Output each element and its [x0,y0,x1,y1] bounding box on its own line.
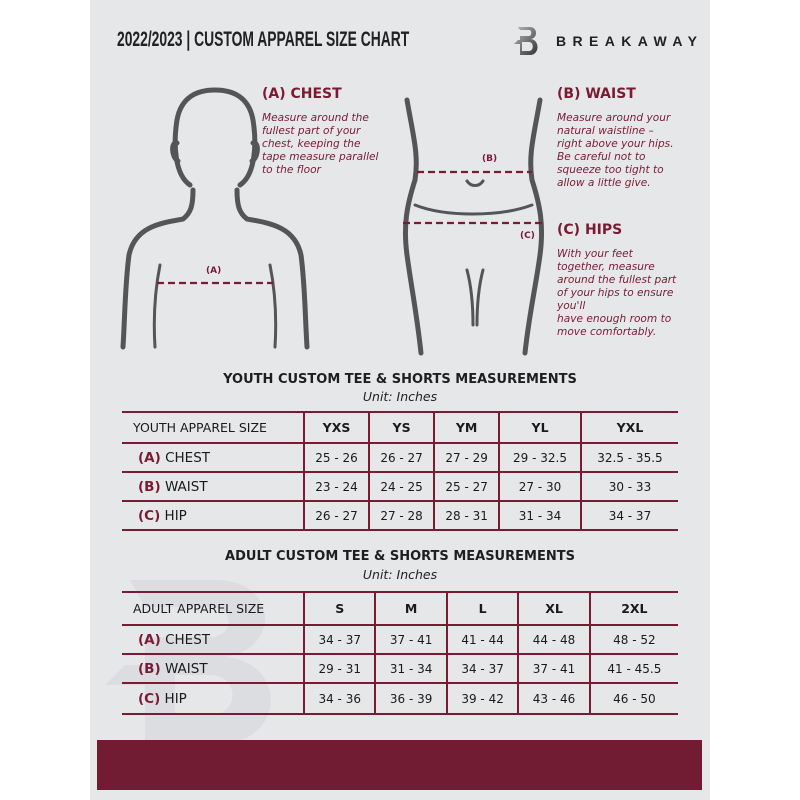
row-code: (A) [138,449,161,466]
waist-hips-figure-illustration [402,97,545,356]
size-header: M [374,591,447,626]
table-cell: 34 - 37 [302,624,376,655]
row-label: (C) HIP [122,500,304,531]
table-cell: 28 - 31 [433,500,500,531]
hips-heading: (C) HIPS [557,222,623,238]
row-label: (A) CHEST [122,442,304,473]
table-cell: 27 - 28 [368,500,435,531]
table-cell: 36 - 39 [374,682,447,715]
table-cell: 48 - 52 [588,624,678,655]
size-label: ADULT APPAREL SIZE [122,591,304,626]
row-code: (B) [138,660,161,677]
table-cell: 27 - 29 [433,442,500,473]
table-row: (A) CHEST 25 - 26 26 - 27 27 - 29 29 - 3… [122,442,678,473]
table-row: (C) HIP 26 - 27 27 - 28 28 - 31 31 - 34 … [122,500,678,531]
table-cell: 23 - 24 [302,471,370,502]
table-cell: 37 - 41 [374,624,447,655]
table-cell: 29 - 31 [302,653,376,684]
row-label: (B) WAIST [122,471,304,502]
adult-unit: Unit: Inches [362,567,438,582]
table-cell: 25 - 27 [433,471,500,502]
row-name: WAIST [164,660,208,677]
waist-marker-label: (B) [482,154,498,164]
table-cell: 26 - 27 [302,500,370,531]
adult-table-title: ADULT CUSTOM TEE & SHORTS MEASUREMENTS [225,549,575,564]
table-cell: 25 - 26 [302,442,370,473]
table-cell: 41 - 45.5 [588,653,678,684]
table-cell: 41 - 44 [445,624,519,655]
row-code: (B) [138,478,161,495]
row-code: (A) [138,631,161,648]
chest-marker-label: (A) [206,266,222,276]
table-cell: 34 - 37 [445,653,519,684]
table-cell: 39 - 42 [445,682,519,715]
size-header: S [302,591,376,626]
table-cell: 32.5 - 35.5 [579,442,678,473]
page-title: 2022/2023 | CUSTOM APPAREL SIZE CHART [117,28,410,51]
row-label: (A) CHEST [122,624,304,655]
youth-size-table: YOUTH APPAREL SIZE YXS YS YM YL YXL (A) … [122,411,678,531]
table-row: (B) WAIST 23 - 24 24 - 25 25 - 27 27 - 3… [122,471,678,502]
size-header: YXS [302,411,370,444]
table-cell: 26 - 27 [368,442,435,473]
row-name: CHEST [165,631,211,648]
table-cell: 29 - 32.5 [498,442,581,473]
size-header: L [445,591,519,626]
table-cell: 44 - 48 [517,624,590,655]
table-cell: 34 - 36 [302,682,376,715]
size-header: YM [433,411,500,444]
size-label: YOUTH APPAREL SIZE [122,411,304,444]
row-label: (C) HIP [122,682,304,715]
hips-marker-label: (C) [520,231,535,241]
adult-size-table: ADULT APPAREL SIZE S M L XL 2XL (A) CHES… [122,591,678,715]
size-header: 2XL [588,591,678,626]
table-cell: 37 - 41 [517,653,590,684]
size-header: YS [368,411,435,444]
size-header: YL [498,411,581,444]
size-header: XL [517,591,590,626]
chest-figure-illustration [120,87,310,350]
table-cell: 34 - 37 [579,500,678,531]
waist-description: Measure around your natural waistline – … [557,112,674,189]
size-header: YXL [579,411,678,444]
table-header-row: YOUTH APPAREL SIZE YXS YS YM YL YXL [122,411,678,444]
table-cell: 27 - 30 [498,471,581,502]
table-row: (B) WAIST 29 - 31 31 - 34 34 - 37 37 - 4… [122,653,678,684]
row-name: HIP [164,690,187,707]
waist-heading: (B) WAIST [557,86,636,102]
row-name: CHEST [165,449,211,466]
table-row: (C) HIP 34 - 36 36 - 39 39 - 42 43 - 46 … [122,682,678,715]
table-cell: 43 - 46 [517,682,590,715]
table-row: (A) CHEST 34 - 37 37 - 41 41 - 44 44 - 4… [122,624,678,655]
breakaway-logo-icon [514,27,538,55]
hips-description: With your feet together, measure around … [557,248,677,338]
table-cell: 46 - 50 [588,682,678,715]
row-name: HIP [164,507,187,524]
brand-name: BREAKAWAY [556,33,704,49]
chest-description: Measure around the fullest part of your … [262,112,379,176]
row-name: WAIST [164,478,208,495]
row-label: (B) WAIST [122,653,304,684]
youth-unit: Unit: Inches [362,389,438,404]
table-cell: 30 - 33 [579,471,678,502]
table-cell: 31 - 34 [374,653,447,684]
table-cell: 31 - 34 [498,500,581,531]
youth-table-title: YOUTH CUSTOM TEE & SHORTS MEASUREMENTS [223,372,577,387]
table-header-row: ADULT APPAREL SIZE S M L XL 2XL [122,591,678,626]
footer-bar [97,740,702,790]
chest-heading: (A) CHEST [262,86,342,102]
table-cell: 24 - 25 [368,471,435,502]
row-code: (C) [138,507,161,524]
row-code: (C) [138,690,161,707]
